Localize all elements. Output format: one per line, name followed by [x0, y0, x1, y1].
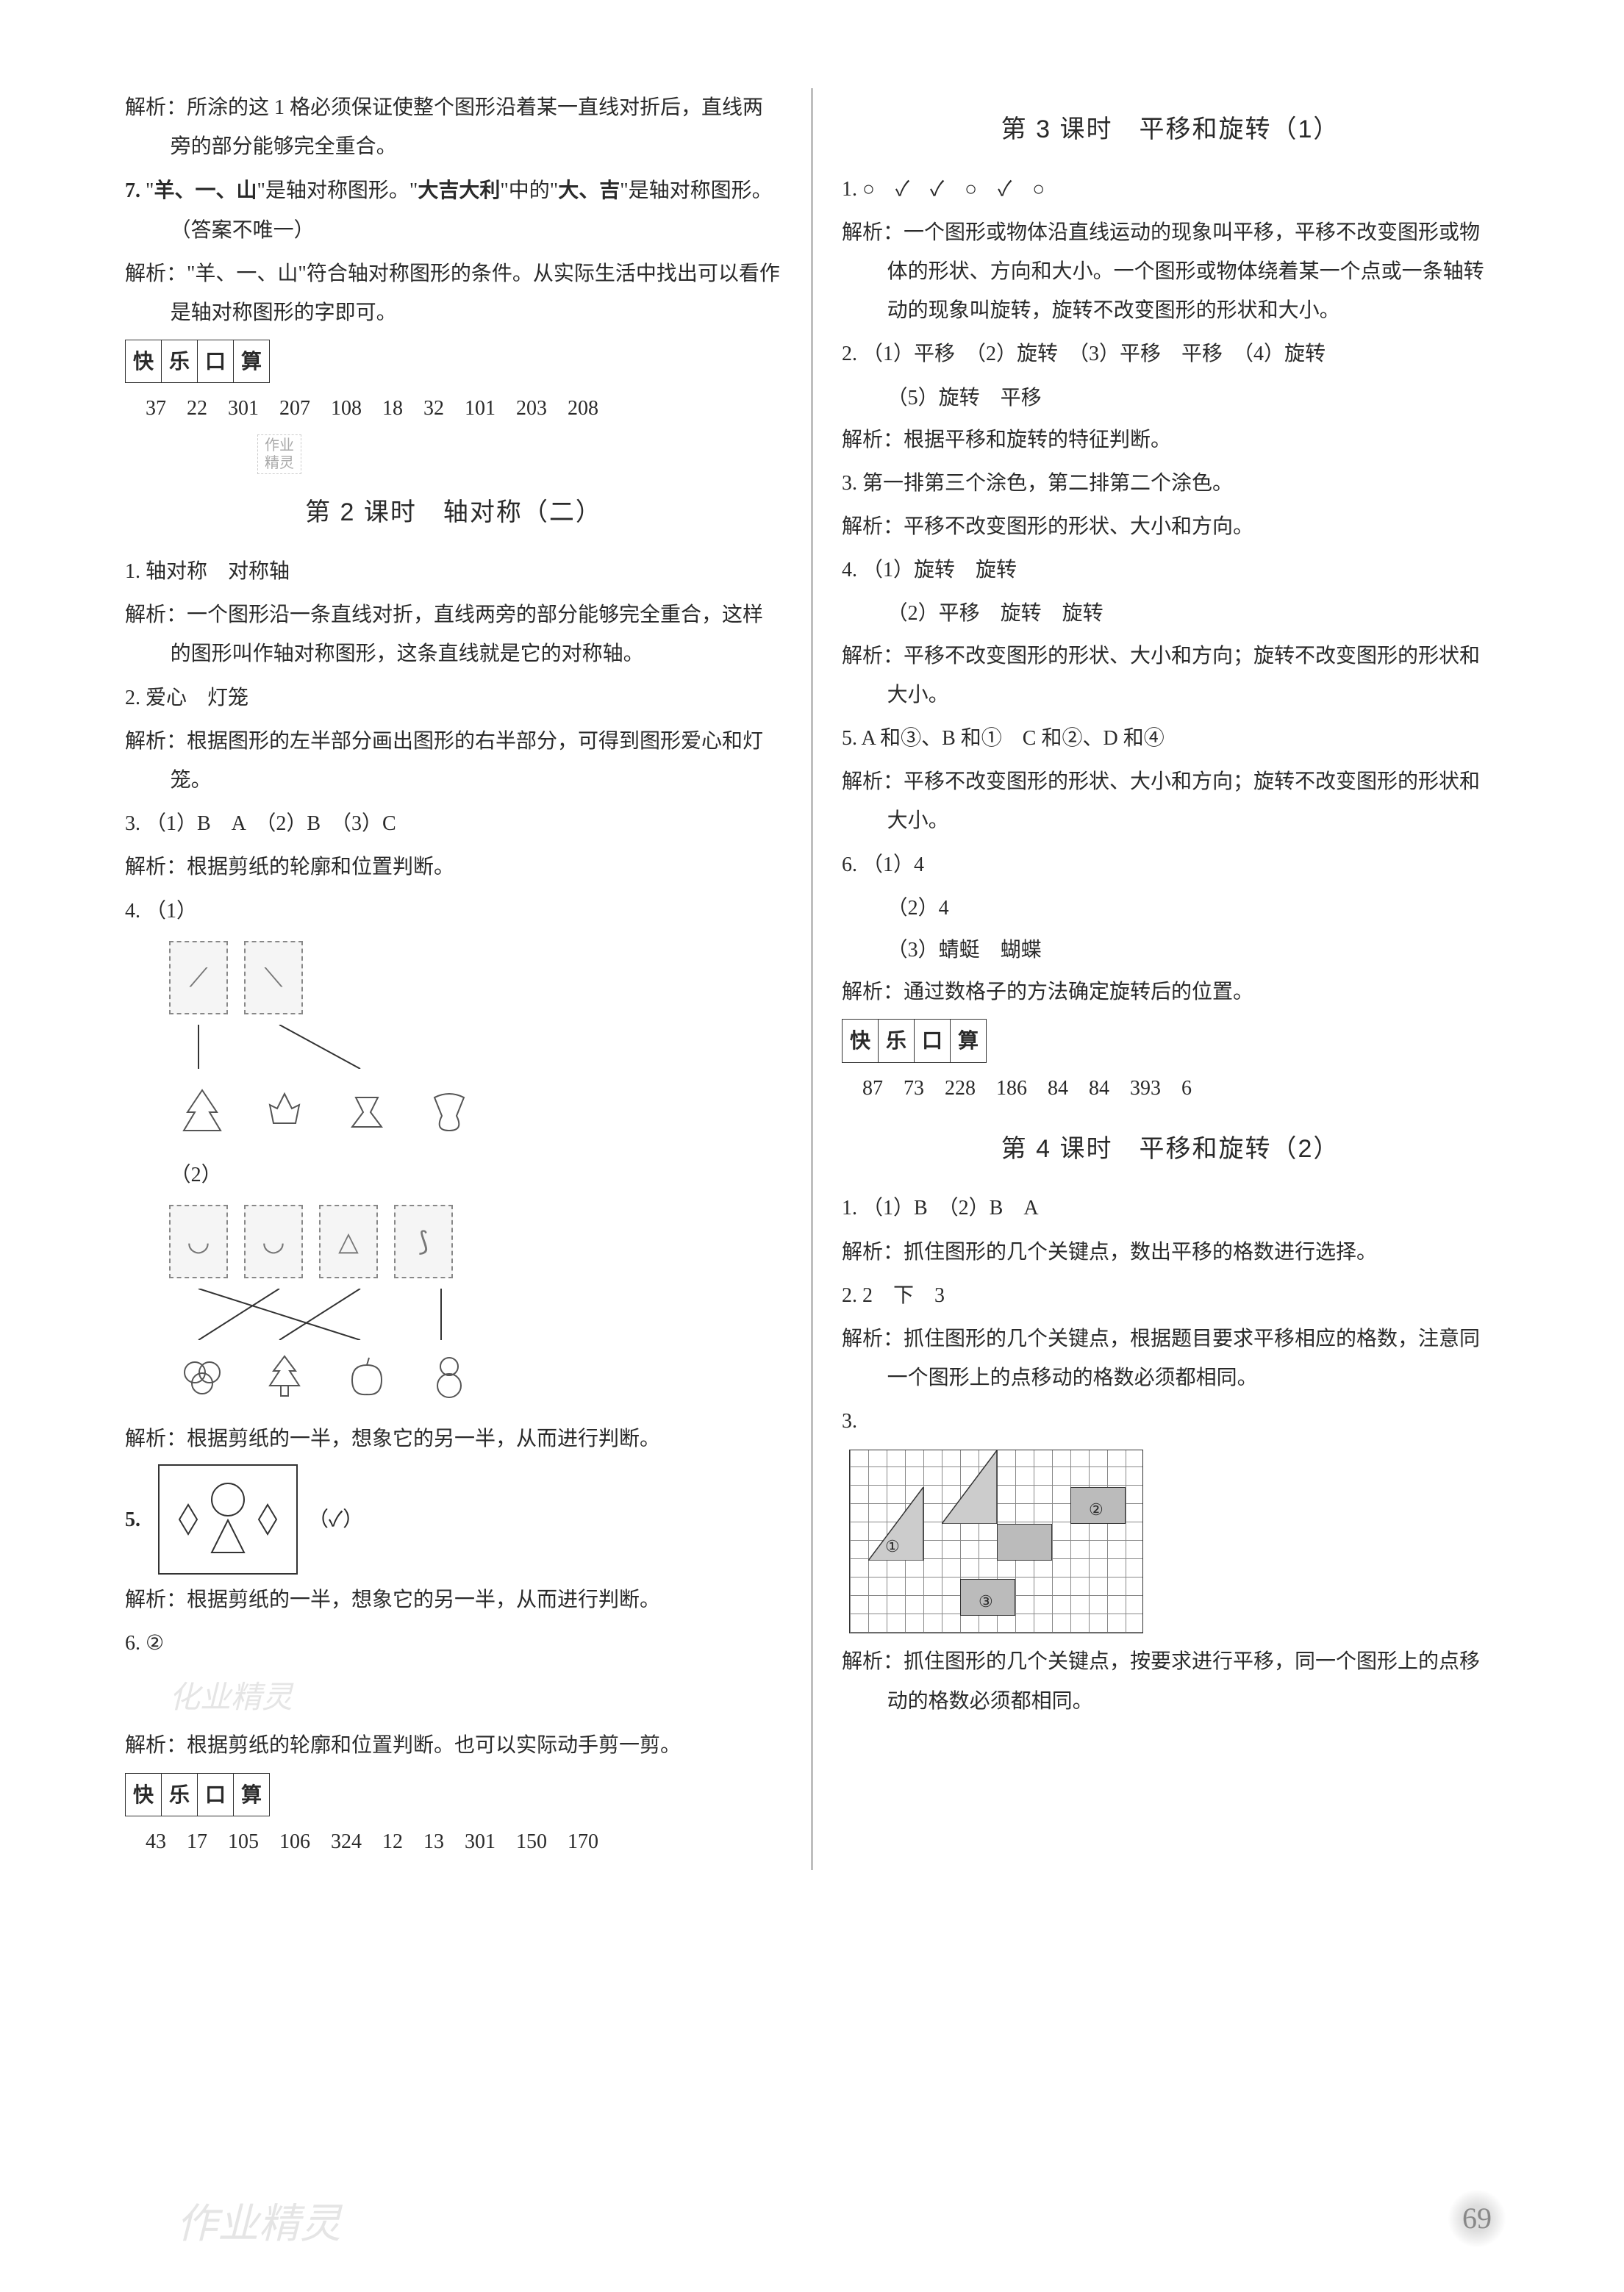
tree-shape-icon: [251, 1343, 318, 1409]
q4-2-bottom-row: [125, 1343, 782, 1409]
l2-q6: 6. ②: [125, 1624, 782, 1663]
l4-q3-analysis: 解析：抓住图形的几个关键点，按要求进行平移，同一个图形上的点移动的格数必须都相同…: [842, 1642, 1499, 1720]
l3-q4: 4. （1）旋转 旋转: [842, 551, 1499, 590]
leaf-shape-icon: [169, 1079, 235, 1145]
watermark-footer: 作业精灵: [176, 2185, 341, 2263]
lesson-2-title: 第 2 课时 轴对称（二）: [125, 489, 782, 537]
calc-char: 乐: [162, 340, 198, 383]
l4-q3-label: 3.: [842, 1402, 1499, 1441]
folded-shape-icon: ◡: [244, 1205, 303, 1278]
calc-char: 口: [915, 1019, 951, 1062]
left-column: 解析：所涂的这 1 格必须保证使整个图形沿着某一直线对折后，直线两旁的部分能够完…: [103, 88, 812, 1870]
l2-q2-analysis: 解析：根据图形的左半部分画出图形的右半部分，可得到图形爱心和灯笼。: [125, 722, 782, 800]
connection-lines-2: [169, 1289, 782, 1333]
l3-q1-analysis: 解析：一个图形或物体沿直线运动的现象叫平移，平移不改变图形或物体的形状、方向和大…: [842, 213, 1499, 331]
folded-shape-icon: ⟋: [169, 941, 228, 1014]
l3-q2b: （5）旋转 平移: [842, 379, 1499, 418]
clover-shape-icon: [169, 1343, 235, 1409]
grid-triangle-1: [868, 1487, 942, 1561]
calc-char: 算: [234, 1773, 270, 1816]
calc-numbers-2: 43 17 105 106 324 12 13 301 150 170: [125, 1822, 782, 1861]
l3-q3-analysis: 解析：平移不改变图形的形状、大小和方向。: [842, 507, 1499, 546]
calc-label-box: 快乐口算: [125, 340, 782, 383]
connection-lines: [169, 1025, 782, 1069]
l2-q4-analysis: 解析：根据剪纸的一半，想象它的另一半，从而进行判断。: [125, 1419, 782, 1458]
l3-q3: 3. 第一排第三个涂色，第二排第二个涂色。: [842, 464, 1499, 503]
folded-shape-icon: △: [319, 1205, 378, 1278]
l4-q1-analysis: 解析：抓住图形的几个关键点，数出平移的格数进行选择。: [842, 1233, 1499, 1272]
grid-label-3: ③: [979, 1586, 993, 1617]
l2-q1: 1. 轴对称 对称轴: [125, 552, 782, 591]
folded-shape-icon: ◡: [169, 1205, 228, 1278]
stamp-icon: 作业精灵: [257, 434, 301, 474]
l2-q3: 3. （1）B A （2）B （3）C: [125, 804, 782, 843]
leaf-shape-icon: [416, 1079, 482, 1145]
l3-q6c: （3）蜻蜓 蝴蝶: [842, 931, 1499, 970]
l3-q2-analysis: 解析：根据平移和旋转的特征判断。: [842, 420, 1499, 459]
calc-char: 算: [234, 340, 270, 383]
calc-char: 乐: [162, 1773, 198, 1816]
l2-q4-label: 4. （1）: [125, 892, 782, 931]
q4-1-bottom-row: [125, 1079, 782, 1145]
l2-q2: 2. 爱心 灯笼: [125, 678, 782, 717]
l4-q1: 1. （1）B （2）B A: [842, 1189, 1499, 1228]
q5-checkmark: （✓）: [308, 1500, 363, 1539]
l3-q1: 1. ○ ✓ ✓ ○ ✓ ○: [842, 170, 1499, 209]
leaf-shape-icon: [251, 1079, 318, 1145]
calc-label-box-3: 快乐口算: [842, 1019, 1499, 1062]
two-column-layout: 解析：所涂的这 1 格必须保证使整个图形沿着某一直线对折后，直线两旁的部分能够完…: [103, 88, 1521, 1870]
calc-char: 口: [198, 1773, 234, 1816]
calc-char: 快: [125, 1773, 162, 1816]
person-triangle-icon: [206, 1479, 250, 1560]
leaf-shape-icon: [334, 1079, 400, 1145]
watermark-text: 化业精灵: [169, 1668, 826, 1727]
calc-char: 快: [842, 1019, 879, 1062]
l2-q1-analysis: 解析：一个图形沿一条直线对折，直线两旁的部分能够完全重合，这样的图形叫作轴对称图…: [125, 595, 782, 673]
lesson-4-title: 第 4 课时 平移和旋转（2）: [842, 1125, 1499, 1173]
grid-label-1: ①: [885, 1531, 900, 1562]
l2-q5-label: 5.: [125, 1500, 140, 1539]
q4-2-top-row: ◡ ◡ △ ⟆: [125, 1205, 782, 1278]
folded-shape-icon: ⟆: [394, 1205, 453, 1278]
l3-q4b: （2）平移 旋转 旋转: [842, 594, 1499, 633]
q4-1-top-row: ⟋ ⟍: [125, 941, 782, 1014]
translation-grid: ① ② ③: [849, 1450, 1143, 1633]
l4-q2: 2. 2 下 3: [842, 1276, 1499, 1315]
calc-char: 口: [198, 340, 234, 383]
right-column: 第 3 课时 平移和旋转（1） 1. ○ ✓ ✓ ○ ✓ ○ 解析：一个图形或物…: [812, 88, 1521, 1870]
grid-label-2: ②: [1089, 1494, 1103, 1525]
lesson-3-title: 第 3 课时 平移和旋转（1）: [842, 106, 1499, 154]
q7: 7. "羊、一、山"是轴对称图形。"大吉大利"中的"大、吉"是轴对称图形。（答案…: [125, 171, 782, 249]
folded-shape-icon: ⟍: [244, 941, 303, 1014]
calc-numbers: 37 22 301 207 108 18 32 101 203 208: [125, 389, 782, 428]
l2-q5-analysis: 解析：根据剪纸的一半，想象它的另一半，从而进行判断。: [125, 1580, 782, 1619]
l3-q6: 6. （1）4: [842, 845, 1499, 884]
l4-q2-analysis: 解析：抓住图形的几个关键点，根据题目要求平移相应的格数，注意同一个图形上的点移动…: [842, 1319, 1499, 1397]
l3-q6b: （2）4: [842, 889, 1499, 928]
l3-q5: 5. A 和③、B 和① C 和②、D 和④: [842, 719, 1499, 758]
gourd-shape-icon: [416, 1343, 482, 1409]
q5-symmetry-box: [158, 1464, 298, 1575]
calc-label-box-2: 快乐口算: [125, 1773, 782, 1816]
grid-triangle-2: [942, 1450, 1015, 1524]
calc-char: 乐: [879, 1019, 915, 1062]
calc-char: 快: [125, 340, 162, 383]
l2-q6-analysis: 解析：根据剪纸的轮廓和位置判断。也可以实际动手剪一剪。: [125, 1726, 782, 1765]
page-number: 69: [1448, 2189, 1506, 2248]
diamond-icon: [254, 1497, 281, 1541]
calc-char: 算: [951, 1019, 987, 1062]
l2-q3-analysis: 解析：根据剪纸的轮廓和位置判断。: [125, 848, 782, 887]
l3-q5-analysis: 解析：平移不改变图形的形状、大小和方向；旋转不改变图形的形状和大小。: [842, 762, 1499, 840]
grid-rect-src: [997, 1524, 1052, 1561]
l3-q6-analysis: 解析：通过数格子的方法确定旋转后的位置。: [842, 973, 1499, 1011]
apple-shape-icon: [334, 1343, 400, 1409]
l3-q4-analysis: 解析：平移不改变图形的形状、大小和方向；旋转不改变图形的形状和大小。: [842, 637, 1499, 715]
calc-numbers-3: 87 73 228 186 84 84 393 6: [842, 1069, 1499, 1108]
l2-q5-row: 5. （✓）: [125, 1464, 782, 1575]
l3-q2: 2. （1）平移 （2）旋转 （3）平移 平移 （4）旋转: [842, 334, 1499, 373]
pre-analysis: 解析：所涂的这 1 格必须保证使整个图形沿着某一直线对折后，直线两旁的部分能够完…: [125, 88, 782, 166]
l2-q4-2-label: （2）: [125, 1156, 782, 1195]
diamond-icon: [175, 1497, 201, 1541]
q7-analysis: 解析："羊、一、山"符合轴对称图形的条件。从实际生活中找出可以看作是轴对称图形的…: [125, 254, 782, 332]
